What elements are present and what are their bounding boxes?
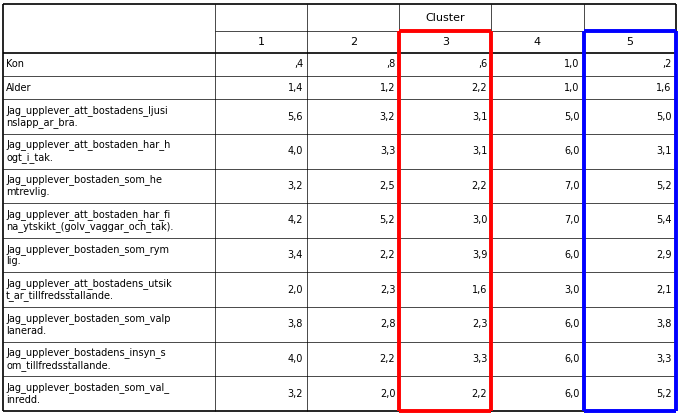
Text: Jag_upplever_bostadens_insyn_s
om_tillfredsstallande.: Jag_upplever_bostadens_insyn_s om_tillfr… <box>6 347 166 371</box>
Text: 3,1: 3,1 <box>472 146 488 156</box>
Text: 3,0: 3,0 <box>472 215 488 225</box>
Text: 2,2: 2,2 <box>380 354 395 364</box>
Text: 6,0: 6,0 <box>564 250 579 260</box>
Text: 6,0: 6,0 <box>564 319 579 329</box>
Text: 2,0: 2,0 <box>288 285 303 295</box>
Text: Jag_upplever_att_bostaden_har_h
ogt_i_tak.: Jag_upplever_att_bostaden_har_h ogt_i_ta… <box>6 139 170 163</box>
Text: 6,0: 6,0 <box>564 354 579 364</box>
Text: 2,2: 2,2 <box>380 250 395 260</box>
Text: 3,3: 3,3 <box>472 354 488 364</box>
Text: 2,5: 2,5 <box>380 181 395 191</box>
Text: 3,2: 3,2 <box>380 112 395 122</box>
Text: 2,2: 2,2 <box>472 83 488 93</box>
Text: 2,2: 2,2 <box>472 181 488 191</box>
Text: 2,9: 2,9 <box>656 250 672 260</box>
Text: 3,9: 3,9 <box>472 250 488 260</box>
Text: 5,0: 5,0 <box>656 112 672 122</box>
Text: 5,2: 5,2 <box>656 388 672 398</box>
Text: ,4: ,4 <box>294 59 303 69</box>
Text: 3,3: 3,3 <box>380 146 395 156</box>
Text: 2,2: 2,2 <box>472 388 488 398</box>
Text: 1,0: 1,0 <box>564 59 579 69</box>
Text: 4: 4 <box>534 37 541 47</box>
Text: 1,6: 1,6 <box>472 285 488 295</box>
Text: 4,2: 4,2 <box>288 215 303 225</box>
Text: 3,4: 3,4 <box>288 250 303 260</box>
Text: Cluster: Cluster <box>426 13 465 23</box>
Text: 3,0: 3,0 <box>564 285 579 295</box>
Text: Jag_upplever_bostaden_som_valp
lanerad.: Jag_upplever_bostaden_som_valp lanerad. <box>6 313 170 336</box>
Text: Kon: Kon <box>6 59 24 69</box>
Text: ,6: ,6 <box>478 59 488 69</box>
Text: 2,3: 2,3 <box>472 319 488 329</box>
Text: 7,0: 7,0 <box>564 215 579 225</box>
Text: 1,6: 1,6 <box>656 83 672 93</box>
Text: Jag_upplever_bostaden_som_he
mtrevlig.: Jag_upplever_bostaden_som_he mtrevlig. <box>6 175 162 197</box>
Text: 5,6: 5,6 <box>288 112 303 122</box>
Text: 5,4: 5,4 <box>656 215 672 225</box>
Text: ,8: ,8 <box>386 59 395 69</box>
Text: 1: 1 <box>258 37 265 47</box>
Text: 3,8: 3,8 <box>288 319 303 329</box>
Text: Jag_upplever_att_bostadens_utsik
t_ar_tillfredsstallande.: Jag_upplever_att_bostadens_utsik t_ar_ti… <box>6 278 172 301</box>
Text: 3,8: 3,8 <box>656 319 672 329</box>
Text: 1,2: 1,2 <box>380 83 395 93</box>
Text: 6,0: 6,0 <box>564 146 579 156</box>
Text: 5,2: 5,2 <box>380 215 395 225</box>
Text: 1,4: 1,4 <box>288 83 303 93</box>
Text: Alder: Alder <box>6 83 32 93</box>
Text: 2,0: 2,0 <box>380 388 395 398</box>
Text: ,2: ,2 <box>662 59 672 69</box>
Text: Jag_upplever_bostaden_som_val_
inredd.: Jag_upplever_bostaden_som_val_ inredd. <box>6 382 169 405</box>
Text: 3,2: 3,2 <box>288 181 303 191</box>
Text: 1,0: 1,0 <box>564 83 579 93</box>
Text: Jag_upplever_att_bostadens_ljusi
nslapp_ar_bra.: Jag_upplever_att_bostadens_ljusi nslapp_… <box>6 105 168 128</box>
Text: 6,0: 6,0 <box>564 388 579 398</box>
Text: 2,1: 2,1 <box>656 285 672 295</box>
Text: 4,0: 4,0 <box>288 146 303 156</box>
Text: 7,0: 7,0 <box>564 181 579 191</box>
Text: 3,3: 3,3 <box>656 354 672 364</box>
Text: 3,2: 3,2 <box>288 388 303 398</box>
Text: 5,0: 5,0 <box>564 112 579 122</box>
Text: Jag_upplever_bostaden_som_rym
lig.: Jag_upplever_bostaden_som_rym lig. <box>6 244 169 266</box>
Text: 2,8: 2,8 <box>380 319 395 329</box>
Text: 5: 5 <box>626 37 633 47</box>
Text: 5,2: 5,2 <box>656 181 672 191</box>
Text: 2: 2 <box>350 37 357 47</box>
Text: Jag_upplever_att_bostaden_har_fi
na_ytskikt_(golv_vaggar_och_tak).: Jag_upplever_att_bostaden_har_fi na_ytsk… <box>6 209 174 232</box>
Text: 4,0: 4,0 <box>288 354 303 364</box>
Text: 3,1: 3,1 <box>472 112 488 122</box>
Text: 2,3: 2,3 <box>380 285 395 295</box>
Text: 3: 3 <box>442 37 449 47</box>
Text: 3,1: 3,1 <box>656 146 672 156</box>
